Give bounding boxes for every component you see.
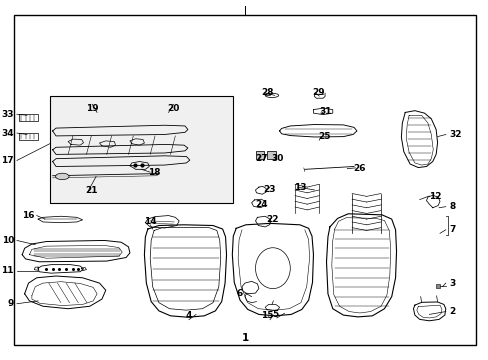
Bar <box>255 151 264 159</box>
Bar <box>266 151 275 159</box>
Text: 18: 18 <box>147 168 160 177</box>
Text: 5: 5 <box>272 310 278 319</box>
Text: 25: 25 <box>318 132 330 141</box>
Text: 21: 21 <box>85 186 97 195</box>
Text: 14: 14 <box>143 216 156 225</box>
Text: 24: 24 <box>255 201 267 210</box>
Text: 12: 12 <box>428 192 441 201</box>
Text: 29: 29 <box>311 89 324 98</box>
Text: 10: 10 <box>1 236 14 245</box>
Text: 23: 23 <box>263 185 276 194</box>
Text: 32: 32 <box>449 130 461 139</box>
Text: 2: 2 <box>449 307 455 316</box>
Text: 11: 11 <box>1 266 14 275</box>
Text: 15: 15 <box>260 311 273 320</box>
Text: 30: 30 <box>271 154 283 163</box>
Text: 16: 16 <box>22 211 34 220</box>
Text: 9: 9 <box>8 299 14 308</box>
Text: 27: 27 <box>255 154 267 163</box>
Text: 3: 3 <box>449 279 455 288</box>
Text: 4: 4 <box>185 311 192 320</box>
Text: 28: 28 <box>261 89 273 98</box>
Text: 26: 26 <box>352 164 365 173</box>
Text: 7: 7 <box>449 225 455 234</box>
Text: 1: 1 <box>241 333 248 343</box>
Text: 6: 6 <box>236 289 243 298</box>
Text: 33: 33 <box>1 110 14 119</box>
Text: 34: 34 <box>1 129 14 138</box>
Text: 8: 8 <box>449 202 455 211</box>
Text: 19: 19 <box>86 104 99 113</box>
Bar <box>50 96 233 203</box>
Text: 22: 22 <box>265 215 278 224</box>
Ellipse shape <box>56 173 69 180</box>
Text: 13: 13 <box>294 183 306 192</box>
Text: 20: 20 <box>167 104 179 113</box>
Text: 31: 31 <box>319 107 331 116</box>
Text: 17: 17 <box>1 156 14 165</box>
